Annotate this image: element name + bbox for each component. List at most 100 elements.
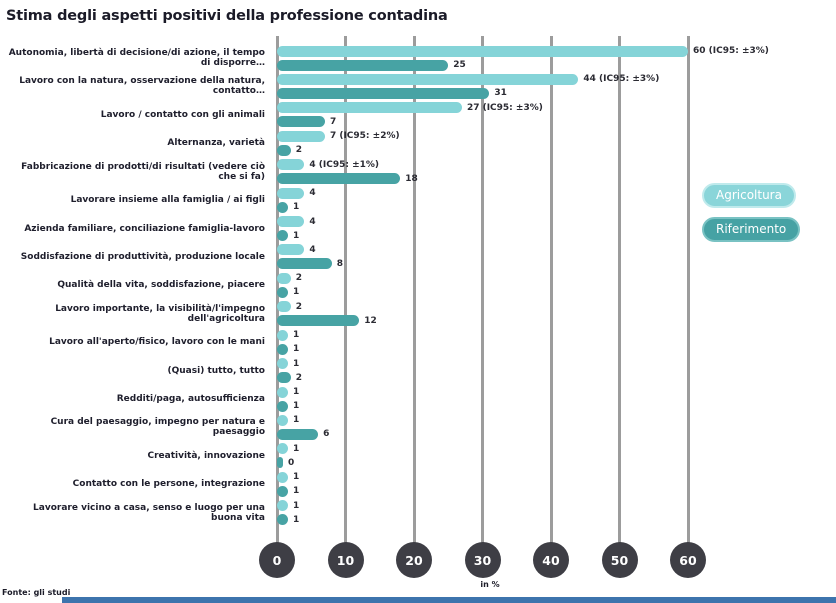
bar-value-label: 4 (IC95: ±1%)	[309, 159, 380, 170]
bar-riferimento	[277, 201, 288, 213]
bar-value-label: 2	[295, 372, 302, 383]
bar-value-label: 60 (IC95: ±3%)	[693, 46, 769, 56]
bar-value-label: 1	[293, 387, 300, 398]
category-label: Lavoro con la natura, osservazione della…	[19, 76, 265, 97]
bar-value-label: 6	[323, 429, 330, 440]
bar-value-label: 4	[309, 244, 316, 255]
bar-agricoltura	[277, 216, 305, 228]
category-label: Redditi/paga, autosufficienza	[116, 394, 265, 405]
source-note: Fonte: gli studi	[2, 588, 71, 597]
category-label: Lavoro / contatto con gli animali	[100, 109, 265, 120]
bar-riferimento	[277, 372, 291, 384]
bar-value-label: 8	[336, 258, 344, 269]
bar-agricoltura	[277, 414, 288, 426]
bar-agricoltura	[277, 301, 291, 313]
bar-value-label: 1	[293, 500, 300, 511]
category-label: Cura del paesaggio, impegno per natura e…	[50, 417, 265, 438]
chart-title: Stima degli aspetti positivi della profe…	[6, 8, 448, 24]
legend-item-riferimento[interactable]: Riferimento	[702, 217, 801, 242]
x-tick-50: 50	[601, 542, 638, 578]
category-label: Alternanza, varietà	[167, 138, 265, 149]
x-tick-20: 20	[396, 542, 432, 578]
bar-riferimento	[277, 315, 360, 327]
bar-value-label: 31	[494, 88, 507, 99]
bar-riferimento	[277, 258, 332, 270]
gridline-50	[618, 36, 621, 547]
category-label: (Quasi) tutto, tutto	[167, 365, 265, 376]
bar-value-label: 1	[293, 344, 300, 355]
bar-agricoltura	[277, 443, 288, 455]
bar-riferimento	[277, 485, 288, 497]
bar-value-label: 7	[329, 116, 337, 127]
category-label: Qualità della vita, soddisfazione, piace…	[57, 280, 265, 291]
gridline-20	[412, 36, 416, 547]
category-label: Autonomia, libertà di decisione/di azion…	[8, 48, 265, 68]
bar-riferimento	[277, 173, 401, 185]
bar-riferimento	[277, 286, 288, 298]
bar-value-label: 12	[364, 315, 377, 326]
category-label: Fabbricazione di prodotti/di risultati (…	[21, 161, 265, 182]
chart-legend: Agricoltura Riferimento	[702, 183, 812, 251]
bar-riferimento	[277, 428, 319, 440]
x-axis-unit-label: in %	[480, 580, 500, 589]
bar-value-label: 1	[293, 401, 300, 412]
bar-agricoltura	[277, 386, 288, 398]
category-label: Lavoro importante, la visibilità/l'impeg…	[55, 303, 265, 324]
bar-value-label: 1	[293, 330, 300, 341]
gridline-60	[686, 36, 690, 547]
bar-agricoltura	[277, 73, 579, 85]
bar-value-label: 1	[293, 230, 300, 241]
bar-value-label: 1	[293, 287, 300, 298]
bar-riferimento	[277, 514, 288, 526]
bar-value-label: 27 (IC95: ±3%)	[466, 102, 543, 113]
bar-riferimento	[277, 87, 490, 99]
bar-riferimento	[277, 144, 291, 156]
category-label: Lavoro all'aperto/fisico, lavoro con le …	[49, 337, 265, 348]
bar-value-label: 1	[293, 415, 300, 426]
bar-riferimento	[277, 457, 283, 469]
x-tick-0: 0	[259, 542, 295, 578]
bar-agricoltura	[277, 471, 288, 483]
bar-value-label: 1	[293, 514, 300, 525]
bar-value-label: 2	[295, 145, 302, 156]
bar-value-label: 1	[293, 358, 300, 369]
bar-agricoltura	[277, 500, 288, 512]
bar-value-label: 7 (IC95: ±2%)	[329, 131, 400, 142]
bar-value-label: 25	[453, 60, 466, 70]
bar-riferimento	[277, 343, 288, 355]
gridline-10	[344, 36, 347, 547]
category-label: Lavorare vicino a casa, senso e luogo pe…	[33, 502, 265, 523]
bar-agricoltura	[277, 358, 288, 370]
gridline-40	[549, 36, 553, 547]
category-label: Azienda familiare, conciliazione famigli…	[24, 223, 265, 234]
category-label: Contatto con le persone, integrazione	[72, 479, 265, 490]
bar-value-label: 1	[293, 202, 300, 213]
bar-value-label: 44 (IC95: ±3%)	[583, 74, 660, 85]
bar-value-label: 0	[288, 457, 295, 468]
x-tick-60: 60	[670, 542, 706, 578]
bar-value-label: 2	[295, 273, 302, 284]
x-tick-10: 10	[327, 542, 364, 578]
bar-value-label: 18	[405, 173, 418, 184]
category-label: Soddisfazione di produttività, produzion…	[20, 251, 265, 262]
bar-riferimento	[277, 59, 449, 71]
footer-accent-bar	[62, 597, 836, 603]
bar-agricoltura	[277, 130, 325, 142]
bar-agricoltura	[277, 272, 291, 284]
bar-riferimento	[277, 400, 288, 412]
bar-value-label: 2	[295, 301, 302, 312]
category-label: Lavorare insieme alla famiglia / ai figl…	[70, 195, 265, 206]
legend-item-agricoltura[interactable]: Agricoltura	[702, 183, 796, 208]
x-tick-40: 40	[533, 542, 569, 578]
bar-value-label: 4	[309, 188, 316, 199]
bar-agricoltura	[277, 159, 305, 171]
bar-agricoltura	[277, 244, 305, 256]
bar-value-label: 1	[293, 486, 300, 497]
bar-value-label: 1	[293, 443, 300, 454]
category-label: Creatività, innovazione	[147, 450, 265, 461]
gridline-30	[481, 36, 484, 547]
bar-value-label: 1	[293, 472, 300, 483]
bar-riferimento	[277, 116, 325, 128]
bar-value-label: 4	[309, 216, 316, 227]
